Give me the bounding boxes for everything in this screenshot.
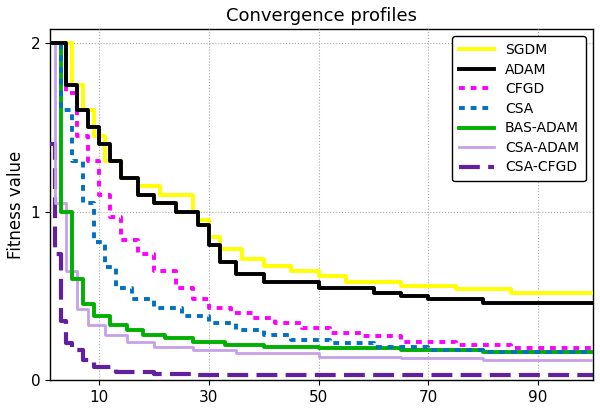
Y-axis label: Fitness value: Fitness value — [7, 151, 25, 259]
Title: Convergence profiles: Convergence profiles — [226, 7, 417, 25]
Legend: SGDM, ADAM, CFGD, CSA, BAS-ADAM, CSA-ADAM, CSA-CFGD: SGDM, ADAM, CFGD, CSA, BAS-ADAM, CSA-ADA… — [452, 36, 586, 181]
